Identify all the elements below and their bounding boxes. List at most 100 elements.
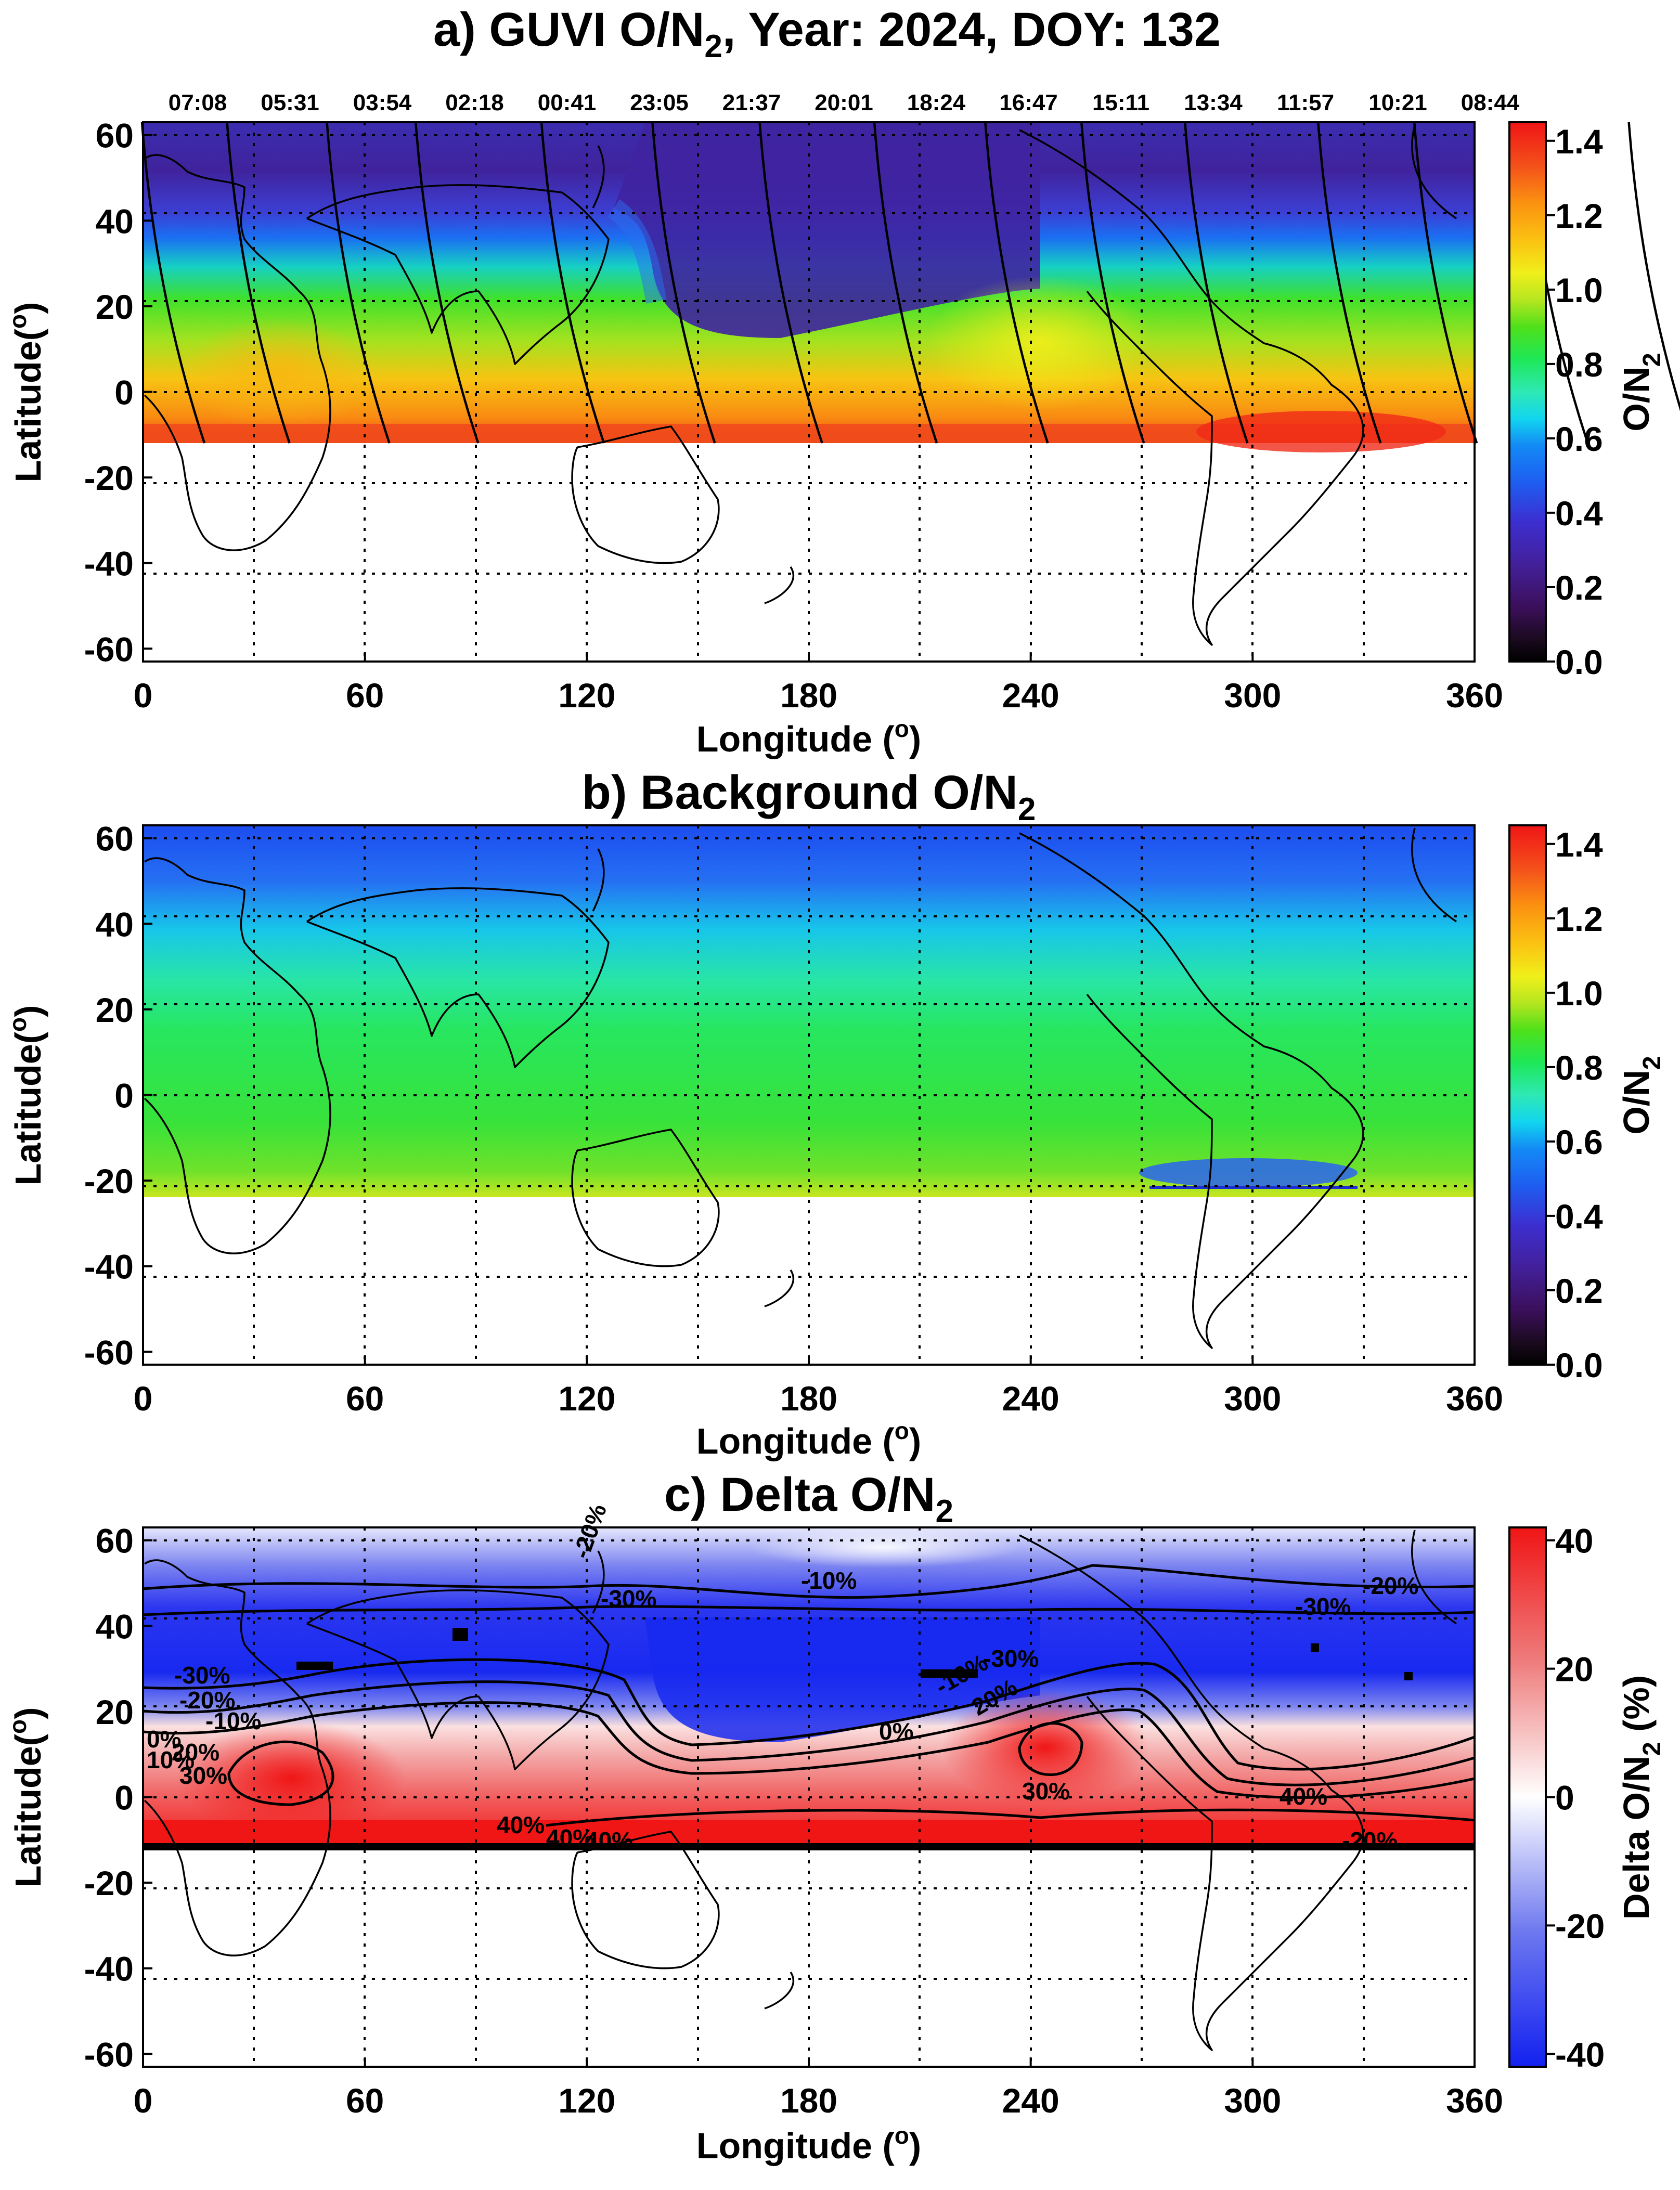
panel-c-data-edge [143,1843,1475,1850]
panel-a-high-pacific [926,276,1155,411]
contour-label: 40% [585,1827,633,1854]
x-tick-label: 0 [134,1379,153,1418]
panel-a-nz-coast [764,566,795,604]
y-tick-label: -20 [84,459,134,497]
orbit-track [984,122,1049,444]
colorbar-tick-label: 0.0 [1555,1346,1603,1384]
y-tick-label: -40 [84,545,134,583]
contour-label: 40% [1280,1783,1327,1810]
orbit-time-label: 13:34 [1184,90,1243,115]
contour-label: -10% [801,1567,857,1594]
panel-a-high-atlantic [1196,411,1446,452]
y-tick-label: 60 [96,820,134,858]
contour-label: 30% [179,1762,227,1789]
orbit-time-label: 15:11 [1092,90,1149,115]
x-tick-label: 360 [1446,1379,1503,1418]
y-tick-label: 40 [96,1607,134,1645]
panel-c-grid [143,1527,1475,2067]
panel-c-contour-line [143,1680,1475,1786]
x-tick-label: 60 [346,1379,384,1418]
contour-label: 40% [497,1811,545,1838]
panel-a-edge [608,199,667,304]
orbit-time-label: 16:47 [999,90,1058,115]
panel-c-missing-data [453,1628,468,1641]
panel-a-americas-coast [1019,129,1364,646]
panel-b: b) Background O/N2 [4,766,1666,1461]
y-tick-label: -40 [84,1950,134,1988]
orbit-time-label: 00:41 [538,90,597,115]
panel-c-asia-coast [306,1589,610,1770]
orbit-time-label: 23:05 [630,90,689,115]
panel-c-missing-data [1311,1643,1319,1652]
y-tick-label: 0 [114,373,134,412]
panel-a-plot-area [140,121,1680,663]
contour-label: -30% [1295,1593,1351,1620]
panel-c-missing-data [1404,1672,1413,1680]
colorbar-tick-label: 1.4 [1555,825,1603,864]
panel-c-title: c) Delta O/N2 [664,1468,953,1530]
colorbar-tick-label: -40 [1555,2035,1605,2074]
panel-c-ylabel: Latitude(o) [4,1707,48,1888]
panel-b-heatmap [143,825,1475,1197]
colorbar-tick-label: 0 [1555,1779,1574,1817]
orbit-time-label: 18:24 [907,90,966,115]
x-tick-label: 240 [1002,676,1059,715]
y-tick-label: 40 [96,202,134,240]
x-tick-label: 120 [558,2081,615,2120]
panel-a: a) GUVI O/N2, Year: 2024, DOY: 132 07:08… [4,3,1680,759]
contour-label: 0% [879,1718,913,1745]
orbit-track [1317,122,1382,444]
y-tick-label: 0 [114,1779,134,1817]
orbit-time-label: 11:57 [1277,90,1334,115]
contour-label: -20% [1342,1827,1398,1854]
panel-b-low-spot [1139,1158,1358,1187]
colorbar-tick-label: 1.0 [1555,271,1603,309]
orbit-time-label: 03:54 [353,90,412,115]
panel-b-americas-coast [1019,832,1364,1349]
contour-label: 40% [546,1824,594,1851]
x-tick-label: 120 [558,1379,615,1418]
panel-c-missing-data [296,1662,333,1670]
x-tick-label: 300 [1224,1379,1281,1418]
colorbar-tick-label: 0.4 [1555,494,1603,533]
orbit-track [326,122,391,444]
panel-c: c) Delta O/N2 [4,1468,1666,2166]
panel-c-australia-coast [571,1831,720,1969]
orbit-time-label: 20:01 [815,90,873,115]
y-tick-label: 20 [96,1693,134,1731]
panel-c-contours [143,1564,1475,1827]
panel-a-africa-coast [144,154,331,551]
panel-a-grid [143,122,1475,662]
colorbar-tick-label: 0.4 [1555,1197,1603,1236]
orbit-track [1627,122,1680,411]
panel-b-nz-coast [764,1269,795,1307]
panel-c-contour-line [143,1701,1475,1799]
panel-b-plot-area [142,824,1476,1366]
colorbar-tick-label: 40 [1555,1522,1593,1560]
orbit-tracks [140,122,1680,444]
x-tick-label: 240 [1002,1379,1059,1418]
x-tick-label: 0 [134,676,153,715]
panel-b-australia-coast [571,1129,720,1267]
panel-c-contour-line [1018,1722,1083,1776]
panel-a-axes: 0 60 120 180 240 300 360 60 40 20 0 -20 -40 -60 [84,116,1503,715]
orbit-time-label: 08:44 [1461,90,1520,115]
contour-label: -30% [601,1585,656,1612]
x-tick-label: 360 [1446,676,1503,715]
panel-b-europe-coast [1411,827,1457,923]
orbit-track [414,122,480,444]
panel-c-missing-data [921,1669,978,1678]
y-tick-label: 20 [96,288,134,326]
contour-label: 30% [1022,1778,1070,1805]
panel-b-colorbar [1508,824,1547,1366]
y-tick-label: 60 [96,1522,134,1560]
panel-a-colorbar-ticks: 1.4 1.2 1.0 0.8 0.6 0.4 0.2 0.0 [1546,122,1603,681]
panel-c-contour-line [143,1605,1475,1616]
panel-c-contour-line [143,1658,1475,1771]
y-tick-label: -60 [84,630,134,668]
panel-c-axes: 0 60 120 180 240 300 360 60 40 20 0 -20 -40 -60 [84,1522,1503,2120]
contour-label: -10% [205,1707,261,1734]
orbit-track [1184,122,1249,444]
x-tick-label: 300 [1224,676,1281,715]
